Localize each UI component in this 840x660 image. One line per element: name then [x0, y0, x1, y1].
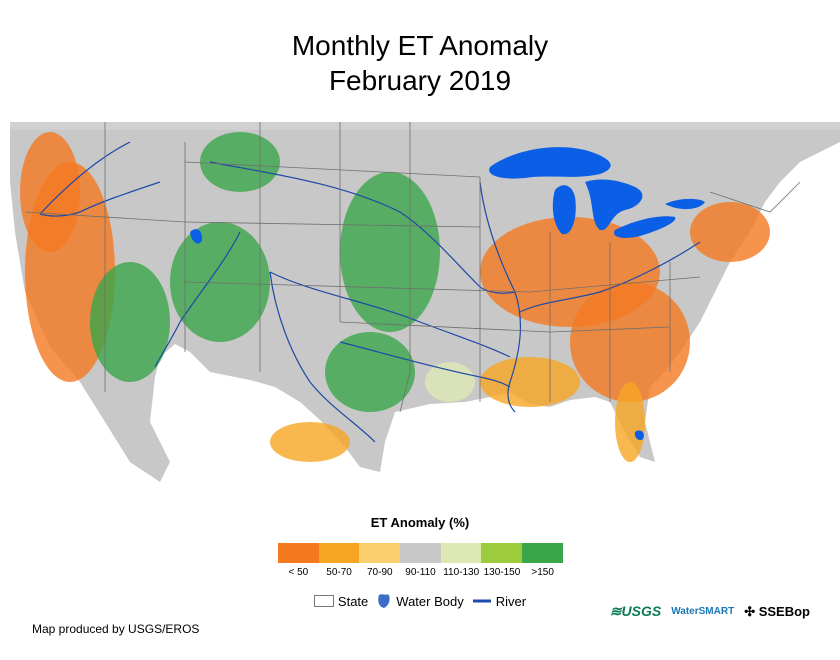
state-outline-icon	[313, 595, 334, 607]
lake-huron	[585, 179, 643, 231]
title-line-1: Monthly ET Anomaly	[291, 30, 549, 61]
snake-river	[39, 181, 161, 217]
state-line-9	[184, 276, 701, 293]
mississippi-river	[479, 181, 522, 413]
anomaly-patch-3	[170, 222, 270, 342]
anomaly-patch-12	[270, 422, 350, 462]
anomaly-patch-10	[615, 382, 645, 462]
watersmart-logo: WaterSMART	[671, 605, 735, 617]
state-line-15	[709, 181, 801, 213]
state-line-7	[184, 161, 481, 178]
anomaly-patch-9	[480, 357, 580, 407]
anomaly-patch-5	[325, 332, 415, 412]
anomaly-patch-4	[340, 172, 440, 332]
title-line-2: February 2019	[328, 65, 512, 96]
lake-michigan	[552, 185, 576, 235]
river-line-icon	[472, 599, 491, 603]
anomaly-patch-2	[90, 262, 170, 382]
anomaly-patch-1	[20, 132, 80, 252]
legend-tick-3: 90-110	[405, 567, 436, 578]
map-reference: State Water Body River	[0, 592, 840, 610]
legend-swatch-0	[278, 543, 319, 563]
legend-tick-2: 70-90	[366, 567, 393, 578]
ref-state-label: State	[337, 593, 369, 609]
state-boundaries	[24, 122, 801, 413]
legend-tick-6: >150	[531, 567, 554, 578]
legend-tick-1: 50-70	[326, 567, 352, 578]
lake-ontario	[665, 198, 705, 210]
great-salt-lake	[190, 229, 203, 244]
legend-swatch-5	[481, 543, 523, 563]
legend-swatch-6	[522, 543, 563, 563]
red-river	[339, 341, 511, 388]
legend-tick-4: 110-130	[443, 567, 480, 578]
rivers	[39, 141, 701, 443]
canada-strip	[10, 122, 840, 130]
water-body-icon	[378, 594, 390, 608]
legend-swatch-2	[359, 543, 401, 563]
lake-okeechobee	[634, 430, 644, 441]
legend-swatch-3	[400, 543, 441, 563]
map-credit: Map produced by USGS/EROS	[32, 622, 200, 636]
missouri-river	[209, 161, 516, 294]
anomaly-patch-8	[570, 282, 690, 402]
conus-map-canvas	[10, 122, 840, 482]
arkansas-river	[269, 271, 511, 358]
legend-swatch-4	[440, 543, 482, 563]
et-anomaly-map	[10, 122, 840, 482]
legend-title: ET Anomaly (%)	[370, 515, 470, 530]
lake-superior	[489, 147, 611, 179]
anomaly-patches	[20, 132, 770, 462]
legend-tick-labels: < 50 50-70 70-90 90-110 110-130 130-150 >150	[278, 567, 563, 581]
ref-river-label: River	[495, 593, 527, 609]
anomaly-patch-13	[425, 362, 475, 402]
ref-water-label: Water Body	[396, 593, 464, 609]
state-line-6	[399, 122, 411, 413]
legend-tick-5: 130-150	[483, 567, 521, 578]
legend-swatches	[278, 543, 563, 563]
columbia-river	[39, 141, 131, 215]
anomaly-patch-11	[690, 202, 770, 262]
legend-tick-0: < 50	[288, 567, 309, 578]
logos: ≋USGS WaterSMART ✣ SSEBop	[610, 603, 810, 620]
ohio-river	[519, 241, 701, 313]
colorado-river	[154, 231, 241, 368]
great-lakes	[190, 147, 705, 441]
usgs-logo: ≋USGS	[609, 603, 662, 619]
legend-swatch-1	[318, 543, 360, 563]
lake-erie	[614, 216, 676, 238]
rio-grande	[269, 271, 376, 443]
map-title: Monthly ET Anomaly February 2019	[0, 28, 840, 98]
ref-state: State	[313, 593, 369, 609]
ref-water: Water Body	[376, 593, 464, 609]
ref-river: River	[472, 594, 526, 609]
ssebop-logo: ✣ SSEBop	[744, 603, 810, 619]
state-line-8	[184, 221, 481, 228]
